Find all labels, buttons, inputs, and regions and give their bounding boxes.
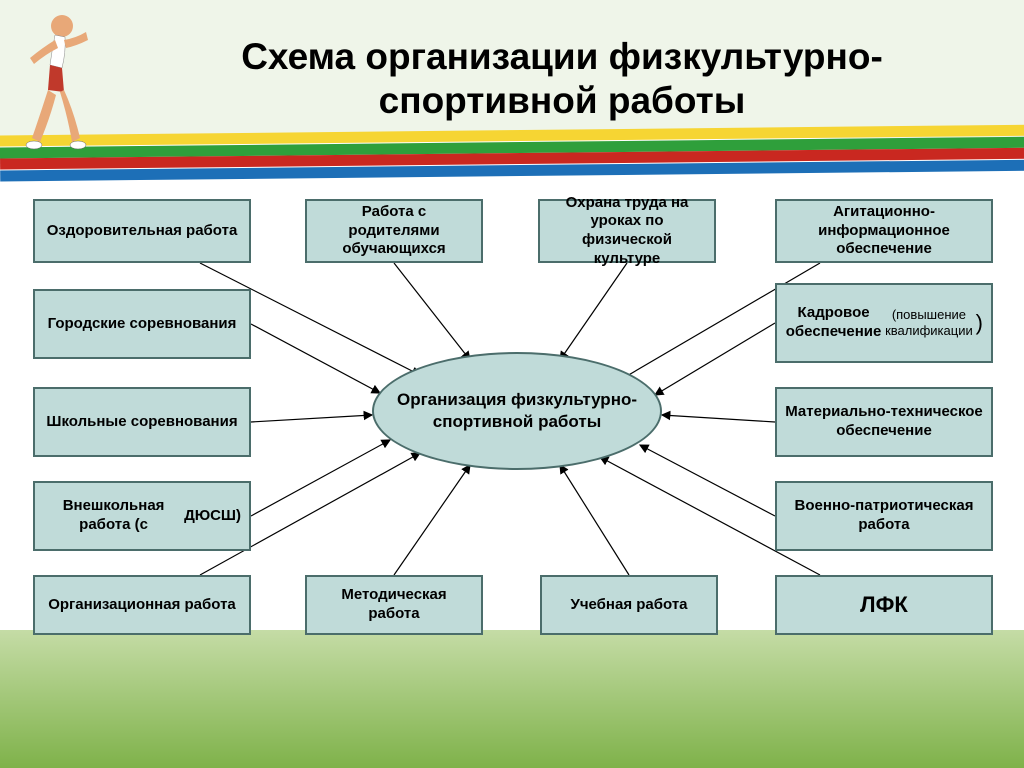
node-safety: Охрана труда на уроках по физической кул… [538,199,716,263]
runner-icon [20,10,95,170]
title-line-1: Схема организации физкультурно- [241,36,883,77]
center-label: Организация физкультурно-спортивной рабо… [384,389,650,433]
page-title: Схема организации физкультурно- спортивн… [140,35,984,124]
node-method: Методическая работа [305,575,483,635]
node-extschool: Внешкольная работа (с ДЮСШ) [33,481,251,551]
node-school: Школьные соревнования [33,387,251,457]
node-city: Городские соревнования [33,289,251,359]
node-material: Материально-техническое обеспечение [775,387,993,457]
node-staffing: Кадровое обеспечение (повышение квалифик… [775,283,993,363]
node-lfk: ЛФК [775,575,993,635]
diagram-container: Организация физкультурно-спортивной рабо… [0,185,1024,745]
node-parents: Работа с родителями обучающихся [305,199,483,263]
node-military: Военно-патриотическая работа [775,481,993,551]
title-line-2: спортивной работы [379,80,746,121]
center-node: Организация физкультурно-спортивной рабо… [372,352,662,470]
olympic-stripes [0,125,1024,182]
node-wellness: Оздоровительная работа [33,199,251,263]
node-agit: Агитационно-информационное обеспечение [775,199,993,263]
node-org: Организационная работа [33,575,251,635]
node-edu: Учебная работа [540,575,718,635]
